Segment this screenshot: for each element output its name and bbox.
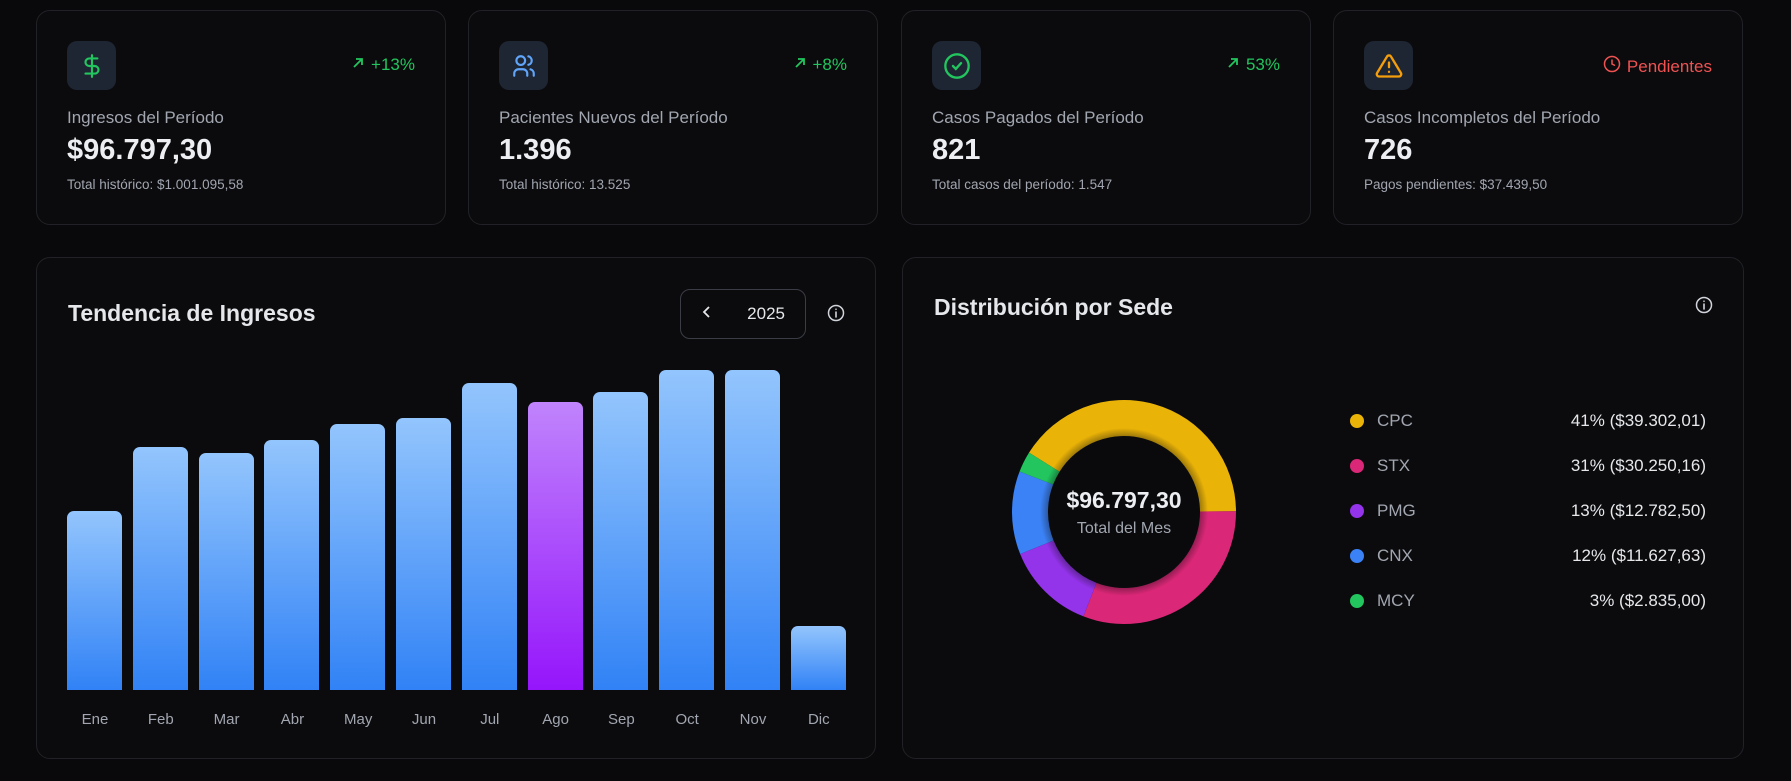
stat-subtext: Total histórico: $1.001.095,58 — [67, 177, 244, 192]
stat-card: 53% Casos Pagados del Período 821 Total … — [901, 10, 1311, 225]
trend-value: 53% — [1245, 55, 1280, 74]
donut-chart — [1012, 399, 1236, 624]
donut-hole — [1040, 428, 1208, 596]
month-label: May — [344, 711, 373, 728]
bar-dic[interactable] — [790, 626, 846, 690]
arrow-up-right-icon — [1226, 55, 1240, 75]
month-label: Jun — [411, 711, 437, 728]
legend-value: 12% ($11.627,63) — [1572, 546, 1706, 565]
legend-dot — [1350, 504, 1364, 518]
stat-card: Pendientes Casos Incompletos del Período… — [1333, 10, 1743, 225]
revenue-trend-card: Tendencia de Ingresos 2025 Ene Feb Mar A… — [36, 257, 876, 759]
legend-value: 31% ($30.250,16) — [1570, 456, 1706, 475]
bar-feb[interactable] — [132, 446, 188, 690]
legend-value: 13% ($12.782,50) — [1570, 501, 1706, 520]
bar-mar[interactable] — [198, 453, 254, 690]
month-label: Nov — [739, 711, 767, 728]
clock-icon — [1603, 55, 1621, 78]
users-icon — [499, 41, 548, 90]
legend-dot — [1350, 414, 1364, 428]
month-label: Abr — [280, 711, 305, 728]
month-label: Mar — [213, 711, 240, 728]
bar-sep[interactable] — [593, 392, 649, 690]
legend-name: MCY — [1377, 591, 1415, 610]
year-selector[interactable]: 2025 — [680, 289, 806, 339]
donut-center-value: $96.797,30 — [1066, 487, 1182, 513]
bar-may[interactable] — [330, 424, 386, 690]
month-label: Ago — [542, 711, 569, 728]
donut-center-label: Total del Mes — [1076, 520, 1172, 537]
bar-ene[interactable] — [67, 510, 122, 690]
slice-cpc[interactable] — [1029, 399, 1236, 512]
legend-name: PMG — [1377, 501, 1416, 520]
month-label: Oct — [675, 711, 699, 728]
stat-value: 1.396 — [499, 134, 572, 166]
legend-item[interactable]: CPC 41% ($39.302,01) — [1350, 409, 1706, 433]
stat-card: +8% Pacientes Nuevos del Período 1.396 T… — [468, 10, 878, 225]
check-circle-icon — [932, 41, 981, 90]
month-label: Jul — [480, 711, 500, 728]
legend-name: CNX — [1377, 546, 1413, 565]
legend-dot — [1350, 549, 1364, 563]
bar-jul[interactable] — [461, 382, 517, 690]
stat-label: Casos Pagados del Período — [932, 108, 1144, 127]
trend-badge: +13% — [351, 55, 415, 75]
stat-subtext: Total histórico: 13.525 — [499, 177, 631, 192]
stat-value: 821 — [932, 134, 981, 166]
trend-value: +13% — [371, 55, 415, 74]
trend-value: +8% — [812, 55, 848, 74]
distribution-card: Distribución por Sede $96.797,30 Total d… — [902, 257, 1744, 759]
chevron-left-icon[interactable] — [701, 304, 713, 324]
legend-value: 41% ($39.302,01) — [1570, 411, 1706, 430]
bar-oct[interactable] — [659, 370, 715, 690]
legend-name: CPC — [1377, 411, 1413, 430]
slice-pmg[interactable] — [1020, 540, 1097, 617]
trend-title: Tendencia de Ingresos — [68, 300, 316, 326]
legend-item[interactable]: CNX 12% ($11.627,63) — [1350, 544, 1706, 568]
bar-abr[interactable] — [264, 440, 320, 690]
stat-label: Pacientes Nuevos del Período — [499, 108, 728, 127]
stat-label: Ingresos del Período — [67, 108, 224, 127]
distribution-title: Distribución por Sede — [934, 294, 1173, 320]
legend-item[interactable]: PMG 13% ($12.782,50) — [1350, 499, 1706, 523]
info-icon[interactable] — [827, 304, 845, 322]
year-value: 2025 — [747, 304, 785, 323]
trend-badge: Pendientes — [1603, 55, 1712, 78]
legend-dot — [1350, 459, 1364, 473]
month-label: Dic — [807, 711, 830, 728]
stat-label: Casos Incompletos del Período — [1364, 108, 1601, 127]
month-label: Sep — [608, 711, 635, 728]
dollar-icon — [67, 41, 116, 90]
month-label: Feb — [147, 711, 174, 728]
legend-dot — [1350, 594, 1364, 608]
stat-subtext: Total casos del período: 1.547 — [932, 177, 1113, 192]
legend-value: 3% ($2.835,00) — [1589, 591, 1706, 610]
warning-icon — [1364, 41, 1413, 90]
info-icon[interactable] — [1695, 296, 1713, 314]
bar-jun[interactable] — [396, 418, 451, 690]
legend-item[interactable]: STX 31% ($30.250,16) — [1350, 454, 1706, 478]
stat-card: +13% Ingresos del Período $96.797,30 Tot… — [36, 10, 446, 225]
legend-item[interactable]: MCY 3% ($2.835,00) — [1350, 589, 1706, 613]
stat-subtext: Pagos pendientes: $37.439,50 — [1364, 177, 1548, 192]
arrow-up-right-icon — [351, 55, 365, 75]
trend-value: Pendientes — [1626, 56, 1712, 76]
month-label: Ene — [81, 711, 109, 728]
arrow-up-right-icon — [793, 55, 807, 75]
trend-badge: 53% — [1226, 55, 1280, 75]
stat-value: $96.797,30 — [67, 134, 213, 166]
trend-badge: +8% — [793, 55, 848, 75]
bar-nov[interactable] — [725, 370, 780, 690]
legend-name: STX — [1377, 456, 1411, 475]
stat-value: 726 — [1364, 134, 1413, 166]
bar-ago[interactable] — [527, 402, 583, 690]
